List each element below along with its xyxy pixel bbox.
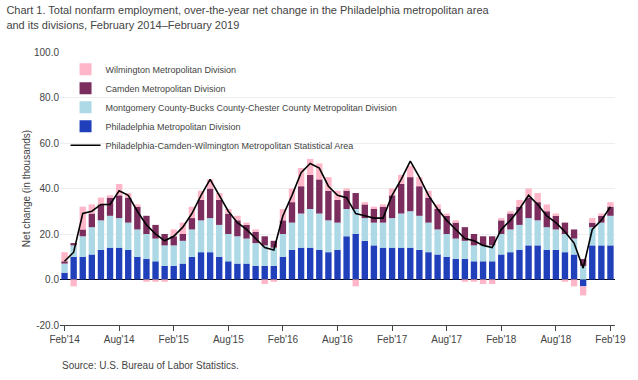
svg-text:Feb'14: Feb'14: [49, 334, 80, 345]
svg-text:Aug'15: Aug'15: [213, 334, 244, 345]
svg-text:Montgomery County-Bucks County: Montgomery County-Bucks County-Chester C…: [106, 103, 397, 113]
svg-text:20.0: 20.0: [40, 229, 60, 240]
svg-text:Aug'16: Aug'16: [322, 334, 353, 345]
svg-text:Philadelphia Metropolitan Divi: Philadelphia Metropolitan Division: [106, 122, 241, 132]
svg-text:Net change (in thousands): Net change (in thousands): [21, 130, 32, 247]
svg-text:60.0: 60.0: [40, 138, 60, 149]
svg-text:Feb'17: Feb'17: [377, 334, 408, 345]
svg-text:-20.0: -20.0: [36, 320, 59, 331]
svg-text:40.0: 40.0: [40, 183, 60, 194]
svg-text:Camden Metropolitan Division: Camden Metropolitan Division: [106, 84, 226, 94]
svg-text:Source: U.S. Bureau of Labor S: Source: U.S. Bureau of Labor Statistics.: [62, 360, 239, 371]
svg-text:80.0: 80.0: [40, 92, 60, 103]
svg-text:Aug'17: Aug'17: [431, 334, 462, 345]
svg-text:0.0: 0.0: [45, 274, 59, 285]
svg-text:Philadelphia-Camden-Wilmington: Philadelphia-Camden-Wilmington Metropoli…: [106, 141, 354, 151]
svg-text:Aug'18: Aug'18: [540, 334, 571, 345]
svg-text:Wilmington Metropolitan Divisi: Wilmington Metropolitan Division: [106, 65, 237, 75]
svg-text:Feb'16: Feb'16: [268, 334, 299, 345]
svg-text:Chart 1. Total nonfarm employm: Chart 1. Total nonfarm employment, over-…: [6, 4, 489, 30]
svg-text:Aug'14: Aug'14: [104, 334, 135, 345]
svg-text:100.0: 100.0: [34, 47, 59, 58]
svg-text:Feb'19: Feb'19: [595, 334, 626, 345]
svg-text:Feb'15: Feb'15: [159, 334, 190, 345]
svg-text:Feb'18: Feb'18: [486, 334, 517, 345]
